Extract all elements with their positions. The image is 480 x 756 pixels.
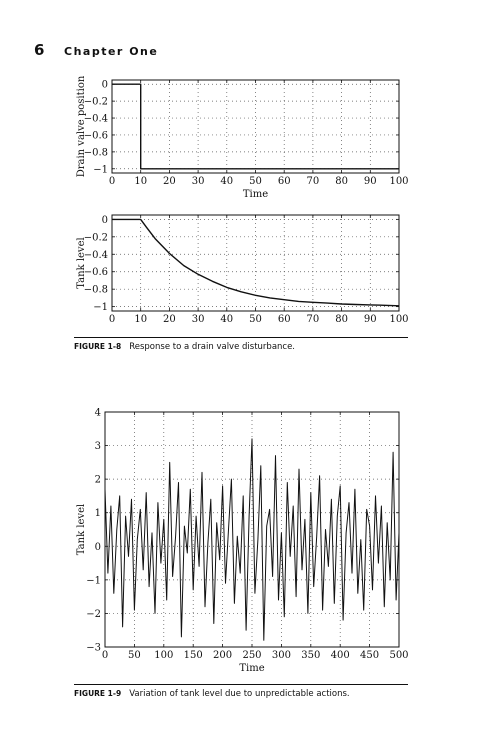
- chart-1-series-line: [112, 218, 400, 307]
- chart-0-y-tick-label: −0.8: [84, 147, 108, 158]
- chart-2-y-tick-label: −3: [86, 643, 101, 654]
- chart-2-x-tick-label: 500: [389, 650, 408, 661]
- chart-1-x-tick-label: 100: [389, 314, 408, 325]
- chart-0-x-tick-label: 40: [220, 176, 233, 187]
- chart-0-x-tick-label: 70: [307, 176, 320, 187]
- chart-2-x-tick-label: 100: [154, 650, 173, 661]
- chart-2-series-line: [104, 438, 400, 641]
- chart-1-y-tick-label: −1: [93, 302, 108, 313]
- chart-1-y-tick-label: −0.2: [84, 232, 108, 243]
- chart-0-y-axis-label: Drain valve position: [76, 75, 87, 177]
- chart-0-y-tick-label: −1: [93, 164, 108, 175]
- chart-0-frame: [111, 79, 400, 174]
- chart-0-y-tick-label: −0.4: [84, 114, 108, 125]
- chart-0-x-axis-label: Time: [243, 189, 268, 200]
- figure-1-9-caption: FIGURE 1-9 Variation of tank level due to…: [74, 684, 408, 700]
- chart-2-y-tick-label: 3: [95, 441, 101, 452]
- chart-0-series-line: [112, 83, 399, 170]
- chart-1-x-tick-label: 70: [307, 314, 320, 325]
- chart-0-x-tick-label: 20: [163, 176, 176, 187]
- chart-2-y-axis-label: Tank level: [76, 504, 87, 555]
- page-number: 6: [34, 41, 45, 59]
- chart-1-x-tick-label: 80: [335, 314, 348, 325]
- chart-2-y-tick-label: 1: [95, 508, 101, 519]
- chart-1-x-tick-label: 60: [278, 314, 291, 325]
- chart-1-x-tick-label: 50: [249, 314, 262, 325]
- chart-2-x-tick-label: 300: [272, 650, 291, 661]
- chart-0-y-tick-label: −0.2: [84, 97, 108, 108]
- figure-1-8-caption: FIGURE 1-8 Response to a drain valve dist…: [74, 337, 408, 353]
- chart-0-x-tick-label: 50: [249, 176, 262, 187]
- chart-0-x-tick-label: 90: [364, 176, 377, 187]
- chart-2-x-axis-label: Time: [239, 663, 264, 674]
- chart-1-x-tick-label: 20: [163, 314, 176, 325]
- chart-2-y-tick-label: 4: [95, 408, 101, 419]
- chart-0-y-tick-label: −0.6: [84, 130, 108, 141]
- chart-1-x-tick-label: 0: [109, 314, 115, 325]
- chart-1-y-tick-label: −0.8: [84, 285, 108, 296]
- chart-2-y-tick-label: 2: [95, 475, 101, 486]
- chart-1-x-tick-label: 40: [220, 314, 233, 325]
- chart-2-x-tick-label: 400: [331, 650, 350, 661]
- chart-2-x-tick-label: 250: [242, 650, 261, 661]
- figure-1-9-caption-text: Variation of tank level due to unpredict…: [129, 689, 350, 699]
- figure-1-8-caption-text: Response to a drain valve disturbance.: [129, 342, 296, 352]
- figure-1-9-label: FIGURE 1-9: [74, 689, 122, 698]
- chart-0-x-tick-label: 80: [335, 176, 348, 187]
- chart-0-x-tick-label: 10: [134, 176, 147, 187]
- chart-2-y-tick-label: −2: [86, 609, 101, 620]
- chart-1-x-tick-label: 30: [192, 314, 205, 325]
- chart-2-x-tick-label: 50: [128, 650, 141, 661]
- chart-0-y-tick-label: 0: [102, 80, 108, 91]
- chart-2-y-tick-label: −1: [86, 575, 101, 586]
- chart-1-y-tick-label: 0: [102, 215, 108, 226]
- chapter-title: Chapter One: [64, 45, 159, 58]
- chart-0-x-tick-label: 60: [278, 176, 291, 187]
- chart-2-x-tick-label: 0: [102, 650, 108, 661]
- chart-2-x-tick-label: 350: [301, 650, 320, 661]
- page-header: 6 Chapter One: [34, 40, 158, 59]
- chart-1-x-tick-label: 90: [364, 314, 377, 325]
- chart-0-x-tick-label: 100: [389, 176, 408, 187]
- figure-1-8-label: FIGURE 1-8: [74, 342, 122, 351]
- chart-2-x-tick-label: 150: [184, 650, 203, 661]
- chart-1-y-tick-label: −0.6: [84, 267, 108, 278]
- chart-1-x-tick-label: 10: [134, 314, 147, 325]
- chart-1-y-tick-label: −0.4: [84, 250, 108, 261]
- chart-2-y-tick-label: 0: [95, 542, 101, 553]
- chart-2-x-tick-label: 450: [360, 650, 379, 661]
- chart-0-x-tick-label: 0: [109, 176, 115, 187]
- chart-1-y-axis-label: Tank level: [76, 237, 87, 288]
- chart-0-x-tick-label: 30: [192, 176, 205, 187]
- chart-2-x-tick-label: 200: [213, 650, 232, 661]
